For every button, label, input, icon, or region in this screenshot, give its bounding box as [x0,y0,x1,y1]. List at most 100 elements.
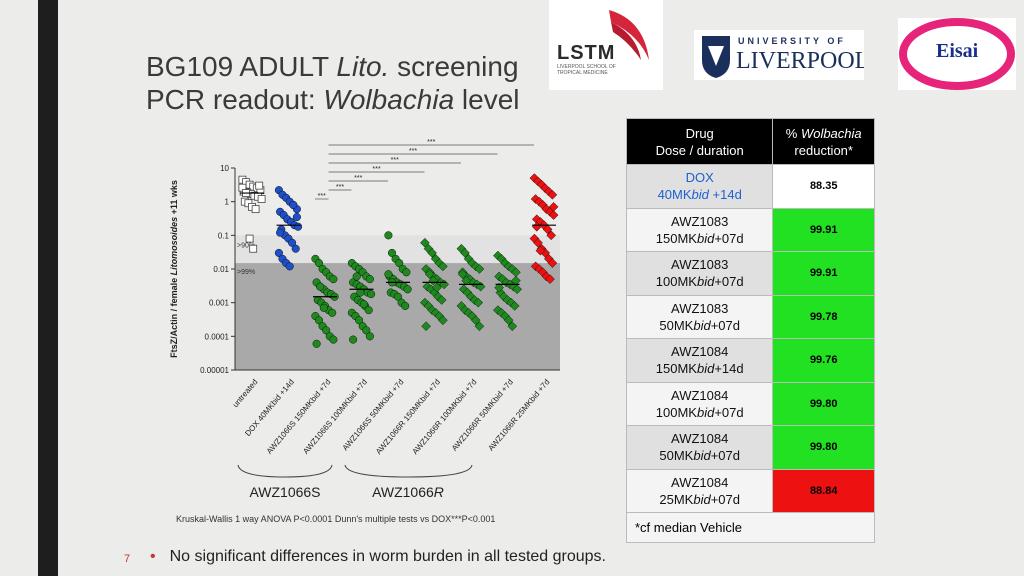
lstm-logo-subtext: LIVERPOOL SCHOOL OF TROPICAL MEDICINE [557,64,616,76]
dose-duration: +14d [708,187,742,203]
data-point [503,315,514,326]
drug-name: DOX [685,170,714,186]
data-point [356,288,365,297]
data-point [249,244,258,253]
data-point [291,244,300,253]
x-tick-label: AWZ1066R 100MKbid +7d [411,378,479,457]
drug-cell: AWZ1084 25MKbid+07d [625,468,774,513]
significance-label: *** [354,175,362,182]
data-point [328,308,337,317]
data-point [276,228,285,237]
significance-label: *** [427,139,435,146]
uol-logo-text: LIVERPOOL [736,48,864,74]
data-point [355,316,364,325]
y-tick-label: 0.0001 [205,332,230,341]
uol-logo-top: UNIVERSITY OF [738,36,846,46]
bullet-point: • No significant differences in worm burd… [150,548,606,566]
drug-cell: DOX 40MKbid +14d [625,164,774,209]
table-row: DOX 40MKbid +14d 88.35 [625,164,875,209]
drug-cell: AWZ1084 150MKbid+14d [625,338,774,383]
data-point [494,282,504,293]
data-point [507,321,518,332]
x-tick-label: AWZ1066R 25MKbid +7d [486,378,551,453]
reduction-value: 99.80 [772,425,875,470]
reduction-value: 99.76 [772,338,875,383]
title-text-1: BG109 ADULT [146,51,337,82]
data-point [393,292,403,301]
y-tick-label: 0.00001 [200,366,229,375]
x-tick-label: AWZ1066S 150MKbid +7d [265,378,333,456]
group-label-s: AWZ1066S [249,484,320,500]
y-axis-label: FtsZ/Actin / female Litomosoides +11 wks [169,180,179,358]
drug-cell: AWZ1083 100MKbid+07d [625,251,774,296]
data-point [314,259,324,268]
title-text-2: screening [389,51,519,82]
data-point [474,321,485,332]
dose-text: 50MK [659,448,694,464]
y-tick-label: 0.001 [209,299,230,308]
data-point [548,210,559,220]
y-tick-label: 0.1 [218,231,230,240]
lstm-logo: LSTM LIVERPOOL SCHOOL OF TROPICAL MEDICI… [549,0,663,90]
header-red-pre: % [785,125,801,141]
drug-name: AWZ1084 [671,387,729,403]
title-text-4: level [454,84,520,115]
data-point [474,264,485,274]
drug-cell: AWZ1083 150MKbid+07d [625,207,774,252]
data-point [438,261,448,272]
dose-text: 150MK [655,361,697,377]
dose-text: 50MK [659,317,694,333]
eisai-ring-icon [899,18,1015,90]
group-brace-r [344,464,473,478]
y-tick-label: 10 [220,164,229,173]
reduction-value: 99.78 [772,294,875,339]
data-point [387,248,397,257]
significance-label: *** [318,193,326,200]
data-point [359,300,368,309]
x-tick-label: AWZ1066S 50MKbid +7d [341,378,406,453]
title-text-3: PCR readout: [146,84,324,115]
data-point [535,245,546,256]
data-point [547,258,558,268]
data-point [314,316,324,325]
data-point [257,195,266,203]
drug-cell: AWZ1083 50MKbid+07d [625,294,774,339]
dose-text: 100MK [655,404,697,420]
data-point [285,262,294,271]
data-point [245,234,254,243]
data-point [365,275,374,284]
table-footnote: *cf median Vehicle [626,512,875,543]
bullet-text: No significant differences in worm burde… [169,548,606,565]
data-point [512,284,522,295]
data-point [395,259,404,268]
left-accent-bar [38,0,58,576]
header-drug-line1: Drug [685,125,714,141]
data-point [511,275,521,286]
table-row: AWZ1083 50MKbid+07d 99.78 [625,294,875,339]
data-point [402,268,411,277]
data-point [542,224,553,235]
results-table: Drug Dose / duration % Wolbachia reduction… [625,118,875,543]
x-tick-label: AWZ1066S 100MKbid +7d [301,378,369,456]
data-point [420,237,430,248]
data-point [292,212,301,222]
data-point [294,222,303,231]
data-point [438,315,448,326]
data-point [288,238,297,247]
table-row: AWZ1083 150MKbid+07d 99.91 [625,207,875,252]
data-point [460,248,470,258]
drug-name: AWZ1083 [671,213,729,229]
dose-duration: +07d [710,491,741,507]
data-point [546,230,557,241]
dose-duration: +07d [714,230,744,246]
table-row: AWZ1083 100MKbid+07d 99.91 [625,251,875,296]
dose-duration: +07d [710,317,741,333]
data-point [548,202,559,212]
data-point [461,275,472,286]
table-row: AWZ1084 100MKbid+07d 99.80 [625,381,875,426]
dose-italic: bid [696,230,715,246]
header-drug-line2: Dose / duration [655,142,744,158]
data-point [470,315,481,326]
significance-label: *** [391,157,399,164]
data-point [424,269,435,280]
